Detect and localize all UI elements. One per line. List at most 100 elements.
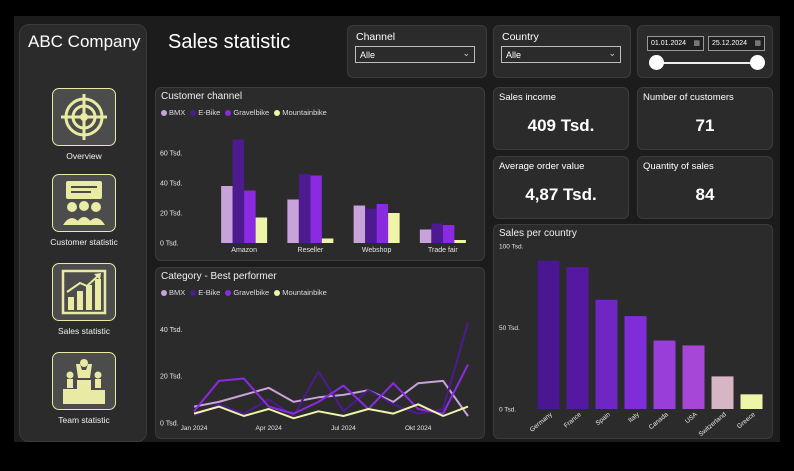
channel-dropdown[interactable]: Alle ⌄ bbox=[355, 46, 475, 63]
nav-customer-statistic[interactable]: Customer statistic bbox=[20, 174, 148, 247]
bar bbox=[682, 345, 705, 409]
x-tick-label: Switzerland bbox=[698, 411, 729, 438]
date-from-value: 01.01.2024 bbox=[651, 40, 687, 47]
x-tick-label: Spain bbox=[595, 411, 613, 427]
legend-dot bbox=[161, 289, 167, 296]
date-range-end-handle[interactable] bbox=[750, 55, 765, 70]
chevron-down-icon: ⌄ bbox=[608, 48, 616, 58]
bar bbox=[353, 205, 366, 243]
legend-dot bbox=[225, 109, 232, 116]
kpi-value: 4,87 Tsd. bbox=[525, 185, 597, 204]
country-dropdown[interactable]: Alle ⌄ bbox=[501, 46, 621, 63]
bar bbox=[442, 225, 455, 243]
y-tick-label: 0 Tsd. bbox=[499, 407, 516, 414]
legend-item[interactable]: Mountainbike bbox=[274, 108, 327, 117]
bar bbox=[711, 376, 734, 409]
x-tick-label: Reseller bbox=[298, 247, 324, 254]
series-line bbox=[193, 379, 469, 417]
bar bbox=[740, 394, 763, 409]
date-range-track bbox=[656, 62, 758, 64]
kpi-title: Sales income bbox=[499, 92, 557, 103]
legend-item[interactable]: E-Bike bbox=[190, 108, 220, 117]
legend-label: Mountainbike bbox=[282, 108, 327, 117]
kpi-quantity: Quantity of sales 84 bbox=[637, 156, 773, 219]
channel-slicer: Channel Alle ⌄ bbox=[347, 25, 487, 78]
series-line bbox=[193, 322, 469, 417]
x-tick-label: Jan 2024 bbox=[181, 425, 208, 432]
legend-label: Gravelbike bbox=[233, 288, 270, 297]
dropdown-value: Alle bbox=[360, 50, 376, 60]
kpi-sales-income: Sales income 409 Tsd. bbox=[493, 87, 629, 150]
kpi-value: 84 bbox=[695, 185, 715, 204]
legend-item[interactable]: Mountainbike bbox=[274, 288, 327, 297]
bar bbox=[653, 340, 676, 409]
bar bbox=[537, 260, 560, 409]
bar bbox=[287, 199, 299, 243]
bar bbox=[244, 190, 256, 243]
nav-label: Sales statistic bbox=[58, 326, 110, 336]
kpi-title: Number of customers bbox=[643, 92, 734, 103]
legend-label: E-Bike bbox=[198, 288, 221, 297]
legend-label: E-Bike bbox=[198, 108, 221, 117]
y-tick-label: 40 Tsd. bbox=[160, 327, 182, 334]
bar bbox=[624, 316, 647, 409]
date-from-input[interactable]: 01.01.2024 ▦ bbox=[647, 36, 704, 51]
legend-label: Mountainbike bbox=[282, 288, 327, 297]
bar-growth-icon bbox=[52, 263, 116, 321]
nav-label: Team statistic bbox=[58, 415, 110, 425]
customer-channel-card: Customer channel BMX E-Bike Gravelbike M… bbox=[155, 87, 485, 261]
legend-dot bbox=[190, 289, 197, 296]
legend-item[interactable]: E-Bike bbox=[190, 288, 220, 297]
target-icon bbox=[52, 88, 116, 146]
legend-label: BMX bbox=[169, 108, 186, 117]
nav-label: Customer statistic bbox=[50, 237, 118, 247]
date-range-start-handle[interactable] bbox=[649, 55, 664, 70]
bar bbox=[376, 204, 389, 243]
legend-dot bbox=[274, 109, 281, 116]
y-tick-label: 0 Tsd. bbox=[160, 421, 179, 428]
x-tick-label: Trade fair bbox=[428, 247, 458, 254]
date-slicer: 01.01.2024 ▦ 25.12.2024 ▦ bbox=[637, 25, 773, 78]
bar bbox=[365, 208, 377, 243]
dropdown-value: Alle bbox=[506, 50, 522, 60]
bar bbox=[595, 299, 618, 409]
category-line-chart: 0 Tsd. 20 Tsd. 40 Tsd. Jan 2024 Apr 2024 Jul … bbox=[160, 322, 469, 432]
x-tick-label: France bbox=[563, 411, 583, 430]
audience-icon bbox=[52, 174, 116, 232]
chart-title: Category - Best performer bbox=[161, 271, 277, 282]
kpi-average-order: Average order value 4,87 Tsd. bbox=[493, 156, 629, 219]
x-tick-label: Greece bbox=[736, 411, 757, 430]
kpi-value: 71 bbox=[695, 116, 715, 135]
bar bbox=[310, 175, 322, 243]
sales-per-country-card: Sales per country 0 Tsd. 50 Tsd. 100 Tsd. G… bbox=[493, 224, 773, 439]
x-tick-label: Webshop bbox=[362, 247, 392, 254]
bar bbox=[298, 174, 311, 243]
bar bbox=[431, 223, 443, 243]
chart-title: Sales per country bbox=[499, 228, 577, 239]
customer-channel-chart: 0 Tsd. 20 Tsd. 40 Tsd. 60 Tsd. Amazon Reselle… bbox=[160, 139, 466, 254]
category-card: Category - Best performer BMX E-Bike Gra… bbox=[155, 267, 485, 439]
y-tick-label: 40 Tsd. bbox=[160, 181, 182, 188]
nav-team-statistic[interactable]: Team statistic bbox=[20, 352, 148, 425]
legend-item[interactable]: Gravelbike bbox=[225, 288, 269, 297]
nav-sales-statistic[interactable]: Sales statistic bbox=[20, 263, 148, 336]
y-tick-label: 100 Tsd. bbox=[499, 244, 524, 251]
calendar-icon: ▦ bbox=[693, 40, 700, 47]
legend-item[interactable]: BMX bbox=[161, 288, 185, 297]
legend-item[interactable]: BMX bbox=[161, 108, 185, 117]
legend: BMX E-Bike Gravelbike Mountainbike bbox=[161, 108, 327, 117]
date-to-input[interactable]: 25.12.2024 ▦ bbox=[708, 36, 765, 51]
bar bbox=[388, 213, 400, 243]
legend-label: BMX bbox=[169, 288, 186, 297]
calendar-icon: ▦ bbox=[754, 40, 761, 47]
nav-overview[interactable]: Overview bbox=[20, 88, 148, 161]
date-to-value: 25.12.2024 bbox=[712, 40, 748, 47]
legend-item[interactable]: Gravelbike bbox=[225, 108, 269, 117]
kpi-customers: Number of customers 71 bbox=[637, 87, 773, 150]
bar bbox=[321, 238, 334, 243]
chart-title: Customer channel bbox=[161, 91, 243, 102]
nav-label: Overview bbox=[66, 151, 102, 161]
bar bbox=[454, 240, 466, 243]
x-tick-label: Canada bbox=[648, 411, 670, 431]
chevron-down-icon: ⌄ bbox=[462, 48, 470, 58]
